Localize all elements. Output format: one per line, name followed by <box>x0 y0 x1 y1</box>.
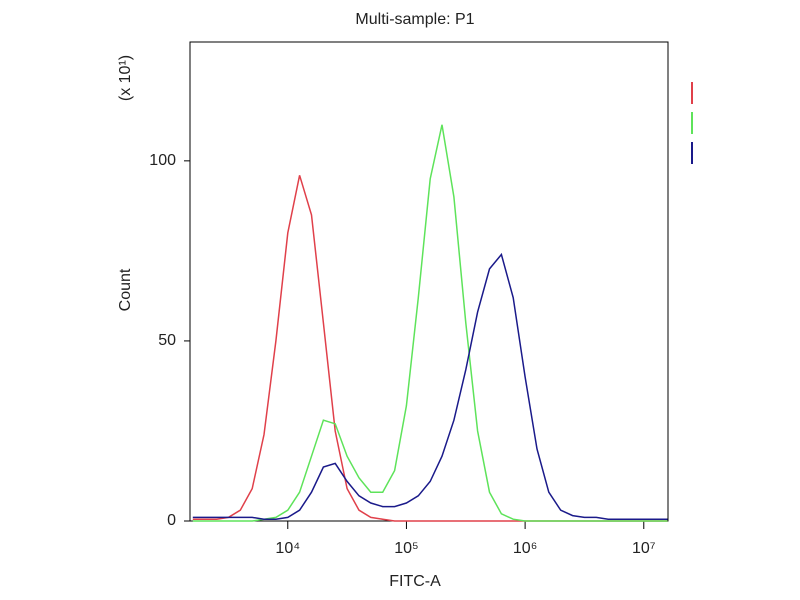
series-line <box>192 124 668 522</box>
y-tick-label: 100 <box>149 152 176 169</box>
x-tick-label: 10⁴ <box>275 540 300 557</box>
x-tick-label: 10⁷ <box>632 540 656 557</box>
x-tick-label: 10⁵ <box>394 540 418 557</box>
series-line <box>192 252 668 520</box>
y-axis-label: Count <box>117 268 134 311</box>
x-tick-label: 10⁶ <box>513 540 537 557</box>
y-tick-label: 50 <box>158 332 176 349</box>
plot-frame <box>189 41 669 522</box>
y-multiplier: (x 10¹) <box>117 55 134 101</box>
y-tick-label: 0 <box>167 512 176 529</box>
series-line <box>192 175 668 522</box>
x-axis-label: FITC-A <box>389 573 441 590</box>
chart-title: Multi-sample: P1 <box>355 11 474 28</box>
